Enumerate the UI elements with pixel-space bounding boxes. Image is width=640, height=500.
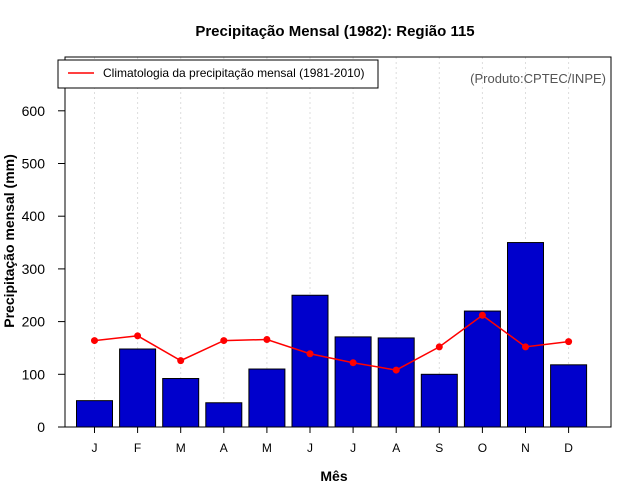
y-tick-label: 300 — [22, 261, 46, 277]
climatology-point — [220, 337, 228, 345]
bar — [76, 400, 113, 428]
x-tick-label: N — [521, 441, 530, 455]
climatology-point — [263, 336, 271, 344]
x-tick-label: M — [262, 441, 272, 455]
x-tick-label: S — [435, 441, 443, 455]
plot-frame — [64, 56, 612, 428]
climatology-point — [522, 343, 529, 351]
climatology-point — [349, 359, 357, 367]
climatology-point — [565, 338, 573, 346]
y-tick-label: 600 — [22, 103, 46, 119]
bar — [248, 368, 286, 428]
bar — [550, 364, 588, 428]
x-tick-label: A — [220, 441, 228, 455]
bar — [119, 348, 157, 428]
credit-annotation: (Produto:CPTEC/INPE) — [470, 71, 606, 86]
legend-label: Climatologia da precipitação mensal (198… — [103, 66, 364, 80]
x-tick-label: A — [392, 441, 400, 455]
x-axis-label: Mês — [320, 468, 347, 484]
y-tick-label: 100 — [22, 366, 46, 382]
climatology-point — [478, 311, 486, 319]
grid-layer — [94, 57, 570, 427]
x-tick-label: M — [176, 441, 186, 455]
climatology-point — [435, 343, 443, 351]
bar — [420, 373, 458, 428]
x-tick-label: J — [307, 441, 313, 455]
climatology-point — [134, 332, 142, 340]
chart-title: Precipitação Mensal (1982): Região 115 — [195, 23, 474, 40]
y-tick-label: 200 — [22, 314, 46, 330]
x-tick-label: J — [350, 441, 356, 455]
y-tick-label: 0 — [37, 419, 45, 435]
climatology-point — [91, 337, 98, 345]
legend: Climatologia da precipitação mensal (198… — [57, 59, 379, 89]
climatology-point — [177, 357, 185, 365]
legend-box — [57, 59, 379, 89]
x-tick-label: D — [564, 441, 573, 455]
bar-layer — [76, 242, 588, 428]
x-tick-label: F — [134, 441, 141, 455]
bar — [507, 242, 544, 428]
line-layer — [91, 311, 573, 374]
y-axis-label: Precipitação mensal (mm) — [1, 154, 17, 328]
bar — [463, 310, 501, 428]
y-tick-label: 500 — [22, 156, 46, 172]
bar — [205, 402, 243, 428]
y-axis: 0 100 200 300 400 500 600 — [22, 103, 65, 435]
bar — [162, 378, 200, 428]
climatology-point — [306, 350, 314, 358]
y-tick-label: 400 — [22, 208, 46, 224]
bar — [377, 337, 415, 428]
x-tick-label: J — [92, 441, 98, 455]
bar — [334, 336, 372, 428]
climatology-line — [94, 314, 569, 371]
x-tick-label: O — [478, 441, 487, 455]
climatology-point — [392, 366, 400, 374]
bar — [291, 294, 329, 428]
